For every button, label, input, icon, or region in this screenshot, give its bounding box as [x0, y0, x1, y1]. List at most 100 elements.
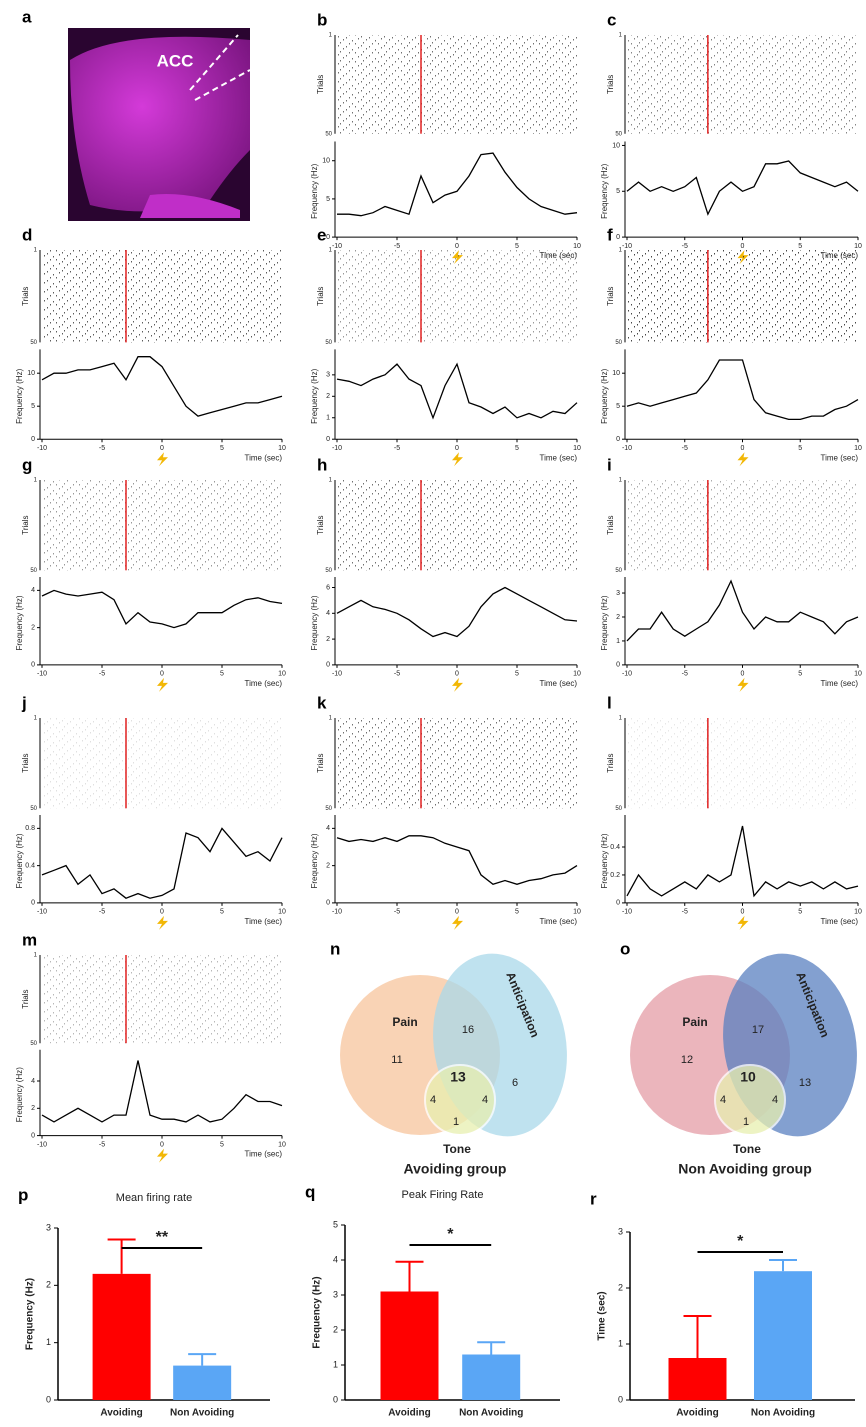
chart-title: Peak Firing Rate — [402, 1189, 484, 1201]
x-tick-label: -10 — [332, 671, 342, 678]
y-tick-label: 0 — [616, 234, 620, 241]
trial-tick-label: 50 — [30, 340, 37, 346]
raster — [627, 250, 858, 343]
x-tick-label: -5 — [394, 909, 400, 916]
y-tick-label: 2 — [46, 1280, 51, 1290]
trial-tick-label: 1 — [619, 716, 623, 722]
panel-letter: p — [18, 1185, 28, 1204]
venn-count: 6 — [512, 1077, 518, 1089]
x-tick-label: 5 — [515, 243, 519, 250]
y-tick-label: 4 — [326, 610, 330, 617]
x-tick-label: 5 — [220, 445, 224, 452]
trial-tick-label: 50 — [30, 568, 37, 574]
trial-tick-label: 1 — [329, 33, 333, 39]
shock-icon — [737, 677, 749, 692]
y-axis-label: Frequency (Hz) — [15, 1067, 24, 1122]
panel-letter: r — [590, 1189, 597, 1208]
y-tick-label: 3 — [618, 1226, 623, 1236]
x-tick-label: 10 — [573, 445, 581, 452]
set-label: Tone — [733, 1142, 761, 1156]
panel-letter: f — [607, 225, 613, 244]
x-tick-label: Non Avoiding — [751, 1408, 815, 1419]
panel-letter: d — [22, 225, 32, 244]
panel-letter: n — [330, 939, 340, 958]
trial-tick-label: 1 — [329, 716, 333, 722]
x-tick-label: -5 — [99, 1141, 105, 1148]
y-tick-label: 2 — [31, 1105, 35, 1112]
x-tick-label: -5 — [394, 671, 400, 678]
raster-ylabel: Trials — [316, 75, 325, 94]
y-tick-label: 0 — [616, 900, 620, 907]
firing-rate-line — [41, 827, 283, 899]
panel-letter: q — [305, 1182, 315, 1201]
raster — [42, 955, 282, 1044]
significance-label: * — [447, 1226, 454, 1243]
raster — [337, 250, 577, 343]
trial-tick-label: 50 — [325, 340, 332, 346]
x-tick-label: 10 — [278, 1141, 286, 1148]
y-tick-label: 0 — [616, 436, 620, 443]
x-tick-label: 0 — [741, 909, 745, 916]
y-tick-label: 4 — [31, 1078, 35, 1085]
x-tick-label: -10 — [622, 909, 632, 916]
x-tick-label: -5 — [394, 445, 400, 452]
raster-ylabel: Trials — [21, 516, 30, 535]
y-tick-label: 4 — [333, 1254, 338, 1264]
x-tick-label: -10 — [37, 445, 47, 452]
y-axis-label: Frequency (Hz) — [600, 833, 609, 888]
y-axis-label: Frequency (Hz) — [600, 368, 609, 423]
x-tick-label: 10 — [278, 445, 286, 452]
y-tick-label: 0 — [618, 1394, 623, 1404]
significance-label: * — [737, 1233, 744, 1250]
x-axis-label: Time (sec) — [821, 679, 859, 688]
x-axis-label: Time (sec) — [540, 453, 578, 462]
venn-caption: Avoiding group — [404, 1161, 507, 1177]
y-tick-label: 1 — [46, 1337, 51, 1347]
trial-tick-label: 1 — [34, 248, 38, 254]
trial-tick-label: 50 — [325, 568, 332, 574]
x-tick-label: 10 — [854, 243, 862, 250]
trial-tick-label: 1 — [34, 478, 38, 484]
y-tick-label: 2 — [616, 614, 620, 621]
firing-rate-line — [336, 586, 578, 638]
y-tick-label: 0.4 — [610, 844, 620, 851]
y-axis-label: Time (sec) — [597, 1291, 608, 1340]
y-tick-label: 10 — [612, 370, 620, 377]
x-tick-label: 0 — [455, 445, 459, 452]
venn-set — [714, 1064, 786, 1136]
x-tick-label: -5 — [682, 909, 688, 916]
y-axis-label: Frequency (Hz) — [15, 368, 24, 423]
y-tick-label: 5 — [31, 403, 35, 410]
x-tick-label: 0 — [160, 909, 164, 916]
trial-tick-label: 1 — [329, 248, 333, 254]
x-tick-label: -10 — [332, 243, 342, 250]
x-axis-label: Time (sec) — [540, 917, 578, 926]
x-tick-label: -10 — [622, 243, 632, 250]
raster — [337, 718, 577, 809]
x-tick-label: Avoiding — [388, 1408, 430, 1419]
y-tick-label: 5 — [326, 196, 330, 203]
venn-count: 1 — [453, 1116, 459, 1128]
panel-letter: h — [317, 455, 327, 474]
raster-ylabel: Trials — [21, 754, 30, 773]
raster — [337, 35, 577, 134]
x-tick-label: 10 — [278, 671, 286, 678]
significance-label: ** — [156, 1229, 169, 1246]
y-tick-label: 0 — [333, 1394, 338, 1404]
trial-tick-label: 50 — [615, 340, 622, 346]
bar — [380, 1291, 439, 1400]
x-tick-label: -10 — [622, 671, 632, 678]
y-tick-label: 0 — [326, 900, 330, 907]
y-tick-label: 10 — [27, 370, 35, 377]
firing-rate-line — [337, 152, 578, 217]
x-tick-label: 0 — [455, 909, 459, 916]
x-tick-label: -10 — [37, 909, 47, 916]
x-tick-label: -10 — [622, 445, 632, 452]
dash-line — [194, 69, 251, 101]
x-tick-label: Non Avoiding — [170, 1408, 234, 1419]
shock-icon — [452, 677, 463, 692]
y-tick-label: 2 — [333, 1324, 338, 1334]
firing-rate-line — [336, 835, 578, 886]
x-axis-label: Time (sec) — [821, 917, 859, 926]
